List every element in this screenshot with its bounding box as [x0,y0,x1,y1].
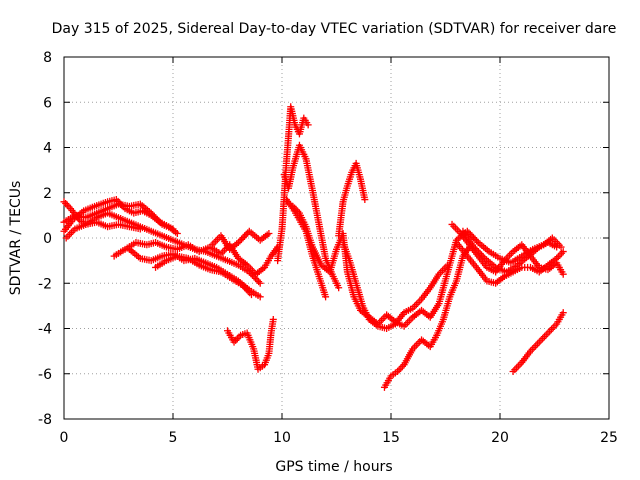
data-point [397,364,405,372]
data-point [395,366,403,374]
x-tick-label: 5 [169,430,178,446]
y-tick-label: 2 [43,186,52,202]
data-point [247,291,255,299]
data-point [473,246,481,254]
data-track [110,239,282,278]
grid-lines [64,57,609,419]
data-point [256,293,264,301]
data-point [241,232,249,240]
y-tick-label: 4 [43,141,52,157]
data-track [452,239,567,287]
data-track [282,196,330,301]
data-point [60,198,68,206]
data-point [558,249,566,257]
data-point [470,234,478,242]
data-track [125,245,264,301]
data-track [62,218,144,242]
data-point [361,196,369,204]
y-tick-label: -8 [38,412,52,428]
data-point [62,199,70,207]
data-track [335,159,369,240]
data-point [239,234,247,242]
data-points [60,103,567,391]
data-point [233,335,241,343]
y-tick-label: -4 [38,322,52,338]
data-point [559,309,567,317]
data-point [242,230,250,238]
data-point [157,219,165,227]
data-point [475,248,483,256]
data-point [556,251,564,259]
data-point [444,261,452,269]
data-point [152,214,160,222]
axis-ticks: 0 5 10 15 20 25 -8 -6 -4 -2 0 2 4 6 8 [38,50,618,446]
x-tick-label: 10 [273,430,291,446]
data-point [153,216,161,224]
y-tick-label: -6 [38,367,52,383]
data-point [476,250,484,258]
data-point [479,253,487,261]
x-tick-label: 0 [60,430,69,446]
data-track [274,103,312,265]
data-point [255,278,263,286]
data-track [459,227,561,276]
y-tick-label: 0 [43,231,52,247]
data-track [339,239,452,332]
y-tick-label: 6 [43,95,52,111]
x-tick-label: 20 [491,430,509,446]
data-point [553,243,561,251]
data-point [155,217,163,225]
data-track [208,227,273,253]
data-point [234,239,242,247]
data-point [236,237,244,245]
data-point [322,293,330,301]
data-point [304,121,312,129]
data-point [173,229,181,237]
data-point [63,201,71,209]
data-point [473,237,481,245]
chart-title: Day 315 of 2025, Sidereal Day-to-day VTE… [52,21,617,37]
y-axis-label: SDTVAR / TECUs [8,181,24,296]
data-point [335,284,343,292]
x-axis-label: GPS time / hours [275,459,392,475]
data-point [265,229,273,237]
data-point [559,270,567,278]
data-point [238,235,246,243]
data-point [269,315,277,323]
data-track [380,243,473,391]
data-point [256,279,264,287]
data-point [471,245,479,253]
data-point [253,276,261,284]
data-point [149,211,157,219]
data-track [60,200,177,233]
data-point [470,243,478,251]
y-tick-label: -2 [38,276,52,292]
data-point [150,212,158,220]
x-tick-label: 15 [382,430,400,446]
data-track [289,202,565,330]
data-point [478,251,486,259]
data-point [468,232,476,240]
data-point [136,225,144,233]
data-track [280,141,343,292]
data-track [152,252,255,299]
data-track [509,309,567,375]
data-point [471,235,479,243]
data-point [559,248,567,256]
x-tick-label: 25 [600,430,618,446]
data-point [147,209,155,217]
data-point [169,225,177,233]
data-track [224,315,277,373]
y-tick-label: 8 [43,50,52,66]
